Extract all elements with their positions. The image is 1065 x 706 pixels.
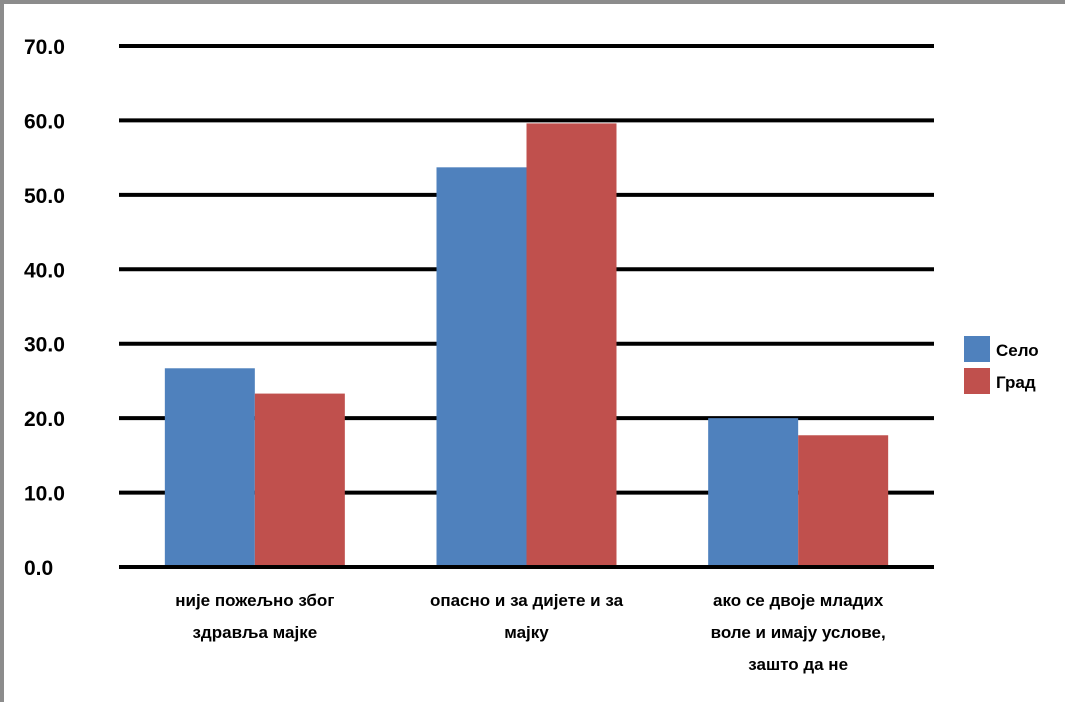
x-category-label: здравља мајке <box>192 623 317 642</box>
y-tick-label: 0.0 <box>24 557 53 580</box>
y-tick-label: 70.0 <box>24 36 65 59</box>
bar-Село-1 <box>436 167 527 567</box>
x-category-label: зашто да не <box>748 655 848 674</box>
bar-Град-0 <box>254 393 345 567</box>
x-category-label: воле и имају услове, <box>711 623 886 642</box>
x-category-label: мајку <box>504 623 549 642</box>
bar-chart: 0.0 10.0 20.0 30.0 40.0 50.0 60.0 70.0 није поже… <box>24 36 1039 674</box>
x-category-label: ако се двоје младих <box>713 591 884 610</box>
y-tick-label: 20.0 <box>24 408 65 431</box>
legend-label: Село <box>996 341 1039 360</box>
x-category-label: опасно и за дијете и за <box>430 591 624 610</box>
legend-swatch-Село <box>964 336 990 362</box>
y-tick-label: 60.0 <box>24 110 65 133</box>
y-tick-label: 30.0 <box>24 334 65 357</box>
x-category-label: није пожељно због <box>175 591 334 610</box>
bar-Град-2 <box>798 435 889 567</box>
bar-Град-1 <box>526 123 617 568</box>
y-tick-label: 50.0 <box>24 185 65 208</box>
bar-Село-2 <box>708 418 799 567</box>
y-tick-label: 40.0 <box>24 259 65 282</box>
legend-label: Град <box>996 373 1036 392</box>
bar-Село-0 <box>164 368 255 567</box>
y-tick-label: 10.0 <box>24 483 65 506</box>
legend-swatch-Град <box>964 368 990 394</box>
